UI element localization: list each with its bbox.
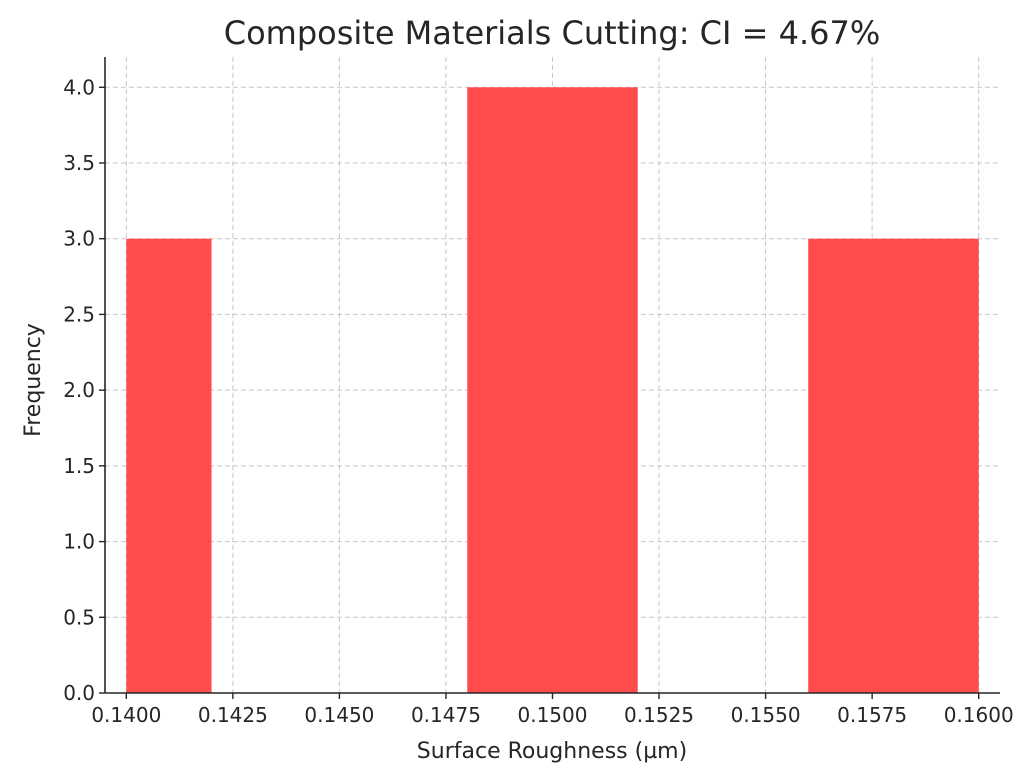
y-tick-label-6: 3.0 [63, 227, 95, 251]
x-tick-label-5: 0.1525 [624, 703, 694, 727]
bars [126, 87, 979, 694]
y-tick-label-7: 3.5 [63, 151, 95, 175]
x-tick-label-3: 0.1475 [411, 703, 481, 727]
y-axis-label: Frequency [21, 323, 46, 437]
x-tick-label-6: 0.1550 [731, 703, 801, 727]
x-tick-label-2: 0.1450 [304, 703, 374, 727]
histogram-bar-0 [126, 238, 212, 693]
x-tick-label-7: 0.1575 [837, 703, 907, 727]
y-tick-label-2: 1.0 [63, 530, 95, 554]
x-tick-label-1: 0.1425 [198, 703, 268, 727]
x-axis-label: Surface Roughness (µm) [417, 739, 687, 764]
y-tick-label-1: 0.5 [63, 605, 95, 629]
histogram-bar-3 [808, 238, 979, 693]
y-tick-label-4: 2.0 [63, 378, 95, 402]
y-ticks: 0.0 0.5 1.0 1.5 2.0 2.5 3.0 3.5 4.0 [63, 75, 105, 705]
y-tick-label-8: 4.0 [63, 75, 95, 99]
x-tick-label-8: 0.1600 [944, 703, 1014, 727]
y-tick-label-3: 1.5 [63, 454, 95, 478]
x-ticks: 0.1400 0.1425 0.1450 0.1475 0.1500 0.1525 0.15… [91, 693, 1014, 727]
y-tick-label-5: 2.5 [63, 302, 95, 326]
x-tick-label-4: 0.1500 [518, 703, 588, 727]
histogram-bar-2 [467, 87, 638, 694]
chart-title: Composite Materials Cutting: CI = 4.67% [224, 14, 881, 52]
x-tick-label-0: 0.1400 [91, 703, 161, 727]
y-tick-label-0: 0.0 [63, 681, 95, 705]
